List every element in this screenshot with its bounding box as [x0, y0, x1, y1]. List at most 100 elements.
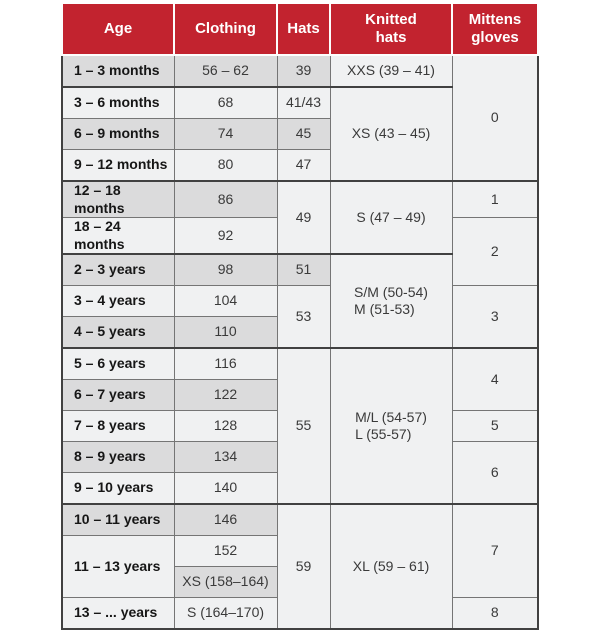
cell-clothing: 122 — [173, 379, 278, 411]
cell-text: 59 — [295, 557, 312, 574]
cell-text: 6 — [490, 463, 499, 480]
cell-clothing: 92 — [173, 217, 278, 255]
cell-text: 7 – 8 years — [74, 417, 146, 434]
cell-knitted-hats: S (47 – 49) — [329, 180, 453, 255]
table-row: 3 – 4 years 104 53 3 — [61, 285, 539, 349]
cell-age: 11 – 13 years — [61, 535, 175, 598]
column-header-hats: Hats — [276, 4, 331, 56]
table-row: 9 – 10 years 140 — [61, 472, 538, 505]
cell-text: 56 – 62 — [202, 62, 249, 79]
cell-text: 0 — [490, 109, 499, 126]
table-row: 9 – 12 months 80 47 — [61, 149, 538, 182]
cell-text: 3 – 4 years — [74, 292, 146, 309]
cell-hats: 51 — [276, 253, 331, 286]
table-row: 10 – 11 years 146 59 XL (59 – 61) 7 — [61, 503, 539, 630]
cell-text: 116 — [214, 355, 237, 372]
column-header-knitted-hats: Knitted hats — [329, 4, 453, 56]
column-header-clothing: Clothing — [173, 4, 278, 56]
cell-text: 98 — [217, 261, 234, 278]
cell-text: 41/43 — [285, 94, 322, 111]
header-row: Age Clothing Hats Knitted hats Mittens glove… — [61, 4, 539, 56]
cell-text: XS (158–164) — [182, 573, 269, 590]
cell-text: 2 – 3 years — [74, 261, 146, 278]
cell-age: 6 – 7 years — [61, 379, 175, 411]
table-row: 2 – 3 years 98 51 S/M (50-54) M (51-53) — [61, 253, 538, 349]
cell-clothing: 98 — [173, 253, 278, 286]
cell-clothing: 110 — [173, 316, 278, 349]
cell-age: 8 – 9 years — [61, 441, 175, 473]
cell-text: 1 – 3 months — [74, 62, 160, 79]
cell-hats: 49 — [276, 180, 331, 255]
table-row: 12 – 18 months 86 49 S (47 – 49) 1 — [61, 180, 539, 255]
cell-age: 10 – 11 years — [61, 503, 175, 536]
cell-text: 9 – 12 months — [74, 156, 168, 173]
cell-text: 39 — [295, 62, 312, 79]
table-header: Age Clothing Hats Knitted hats Mittens glove… — [61, 4, 539, 56]
cell-text: 2 — [490, 242, 499, 259]
cell-hats: 47 — [276, 149, 331, 182]
table-row: 1 – 3 months 56 – 62 39 XXS (39 – 41) 0 — [61, 54, 539, 182]
cell-mittens-gloves: 7 — [451, 503, 539, 598]
cell-hats: 45 — [276, 118, 331, 150]
cell-age: 7 – 8 years — [61, 410, 175, 442]
cell-text: 122 — [213, 386, 238, 403]
cell-text: 68 — [217, 94, 234, 111]
cell-text: 146 — [213, 511, 238, 528]
cell-age: 5 – 6 years — [61, 347, 175, 380]
cell-clothing: 146 — [173, 503, 278, 536]
cell-hats: 41/43 — [276, 86, 331, 119]
cell-clothing: 68 — [173, 86, 278, 119]
cell-text: 8 — [490, 604, 499, 621]
cell-mittens-gloves: 1 — [451, 180, 539, 218]
cell-text: 4 – 5 years — [74, 323, 146, 340]
cell-mittens-gloves: 8 — [451, 597, 539, 630]
cell-text: 47 — [295, 156, 312, 173]
cell-clothing: 56 – 62 — [173, 54, 278, 88]
cell-text: 51 — [295, 261, 312, 278]
cell-knitted-hats: XXS (39 – 41) — [329, 54, 453, 88]
cell-text: 6 – 7 years — [74, 386, 146, 403]
cell-text: 55 — [295, 417, 312, 434]
cell-hats: 55 — [276, 347, 331, 505]
cell-text: XL (59 – 61) — [352, 557, 430, 574]
table-row: 7 – 8 years 128 5 — [61, 410, 539, 442]
cell-age: 3 – 6 months — [61, 86, 175, 119]
table-body: 1 – 3 months 56 – 62 39 XXS (39 – 41) 0 3 – 6… — [61, 54, 539, 630]
cell-text: 49 — [295, 208, 312, 225]
cell-mittens-gloves: 0 — [451, 54, 539, 182]
cell-mittens-gloves: 2 — [451, 217, 539, 286]
column-header-age: Age — [61, 4, 175, 56]
cell-text: XXS (39 – 41) — [347, 62, 435, 79]
cell-text: 134 — [213, 448, 238, 465]
cell-age: 1 – 3 months — [61, 54, 175, 88]
cell-text: 9 – 10 years — [74, 479, 154, 496]
cell-text: 53 — [295, 307, 312, 324]
cell-age: 18 – 24 months — [61, 217, 175, 255]
cell-text: 80 — [217, 156, 234, 173]
cell-text: 152 — [213, 542, 238, 559]
cell-text: S/M (50-54) M (51-53) — [354, 283, 428, 318]
cell-mittens-gloves: 3 — [451, 285, 539, 349]
cell-text: XS (43 – 45) — [351, 125, 431, 142]
cell-text: 86 — [217, 190, 234, 207]
table-row: 4 – 5 years 110 — [61, 316, 538, 349]
cell-mittens-gloves: 4 — [451, 347, 539, 411]
cell-age: 6 – 9 months — [61, 118, 175, 150]
cell-clothing: 80 — [173, 149, 278, 182]
cell-clothing: 74 — [173, 118, 278, 150]
cell-text: 74 — [217, 125, 234, 142]
cell-text: 7 — [490, 542, 499, 559]
cell-clothing: 128 — [173, 410, 278, 442]
cell-hats: 39 — [276, 54, 331, 88]
cell-age: 3 – 4 years — [61, 285, 175, 317]
cell-text: 13 – ... years — [74, 604, 158, 621]
table-row: 8 – 9 years 134 6 — [61, 441, 539, 505]
cell-text: M/L (54-57) L (55-57) — [355, 408, 427, 443]
cell-text: S (164–170) — [186, 604, 265, 621]
cell-age: 12 – 18 months — [61, 180, 175, 218]
cell-text: 12 – 18 months — [74, 182, 125, 216]
column-header-mittens-gloves: Mittens gloves — [451, 4, 539, 56]
cell-knitted-hats: S/M (50-54) M (51-53) — [329, 253, 453, 349]
cell-clothing: 116 — [173, 347, 278, 380]
